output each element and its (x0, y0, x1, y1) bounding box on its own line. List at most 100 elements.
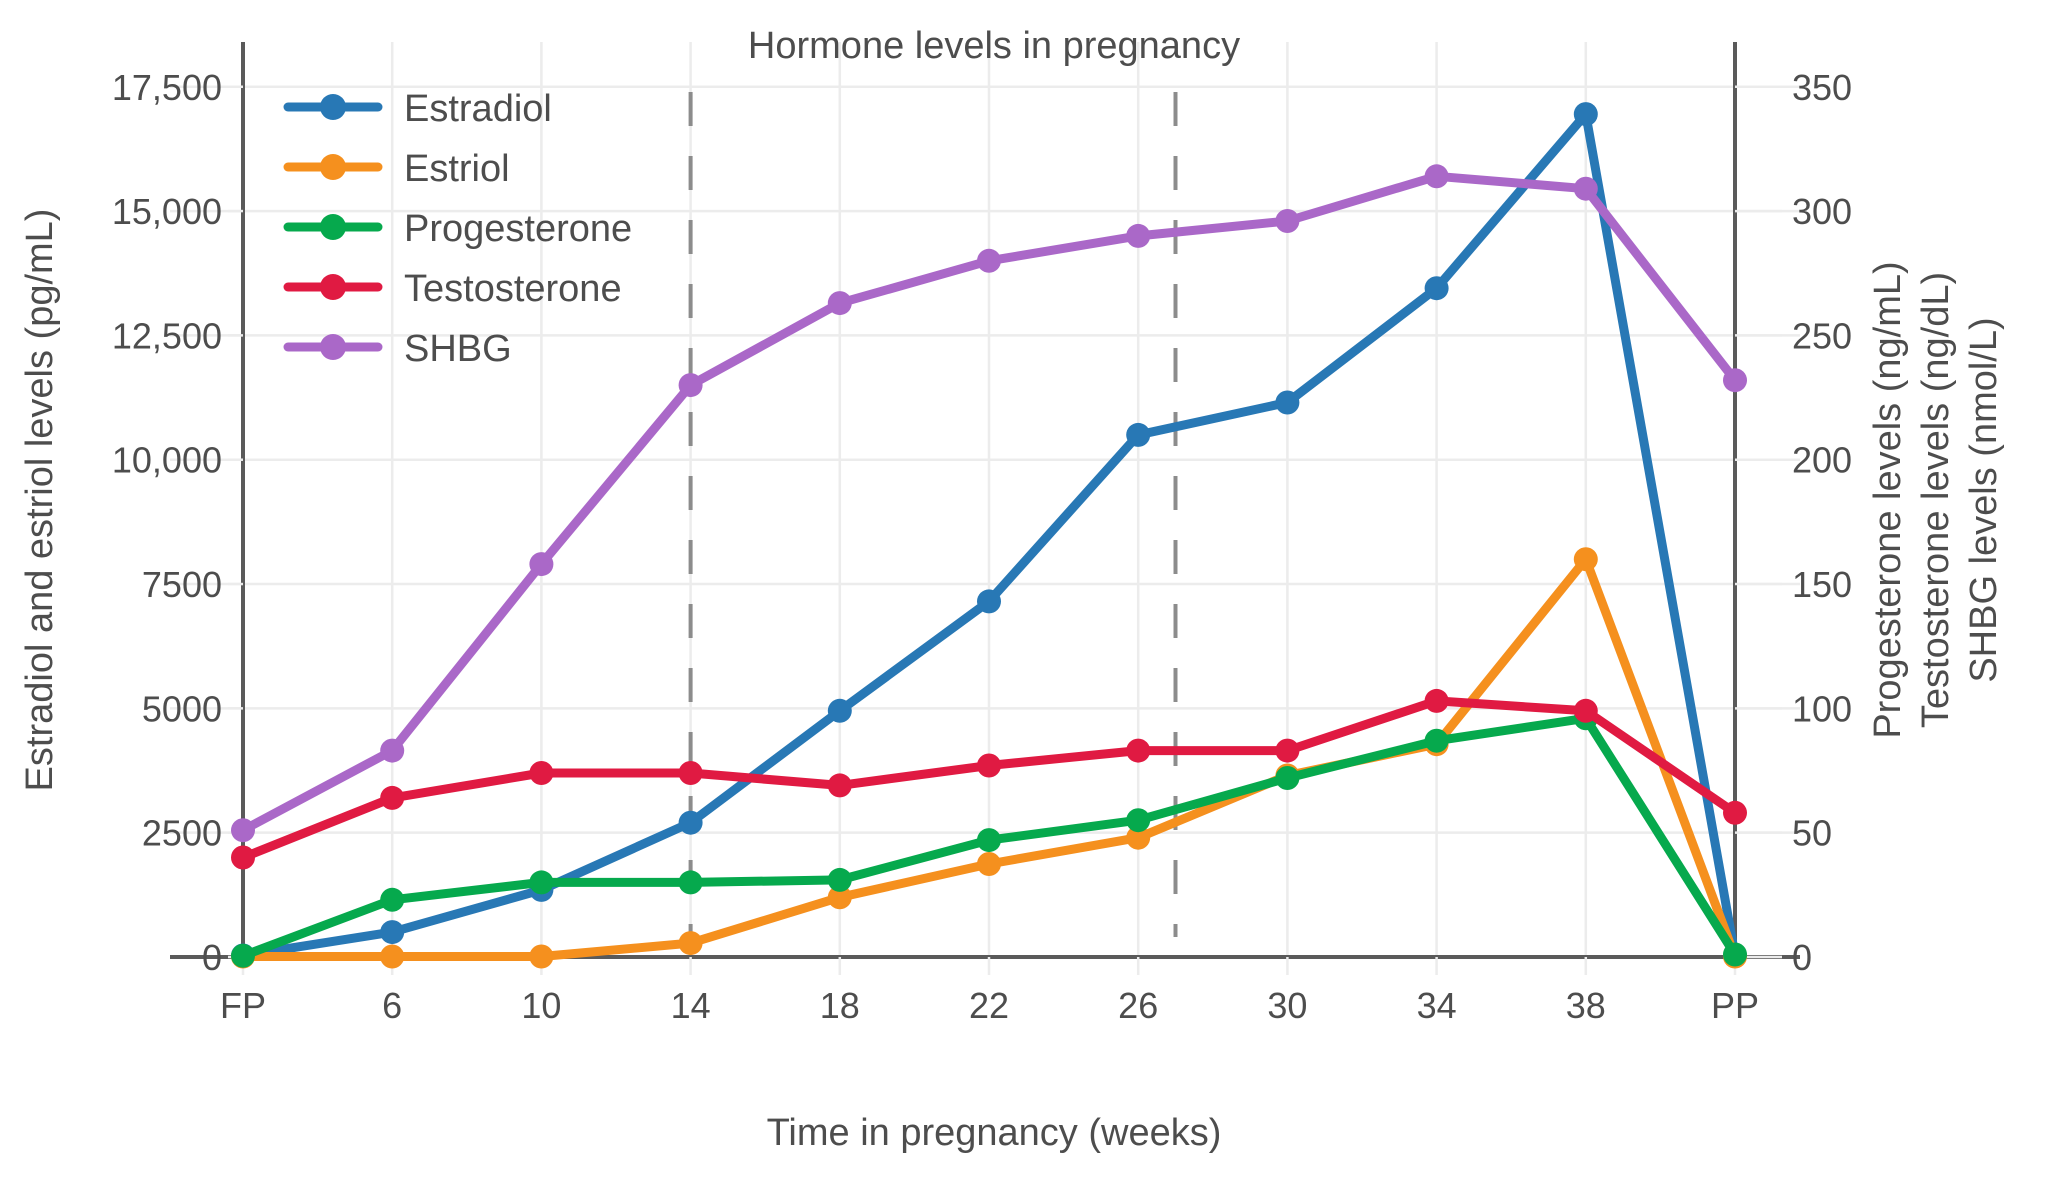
data-point-progesterone-FP[interactable] (231, 943, 255, 968)
data-point-estriol-26[interactable] (1126, 825, 1151, 850)
data-point-progesterone-10[interactable] (529, 870, 554, 895)
data-point-estradiol-6[interactable] (380, 920, 405, 945)
data-point-estriol-38[interactable] (1573, 547, 1598, 572)
data-point-shbg-34[interactable] (1424, 164, 1449, 189)
x-tick-label: 18 (820, 985, 860, 1026)
data-point-testosterone-FP[interactable] (231, 845, 255, 870)
legend-swatch-marker-progesterone (320, 214, 346, 240)
left-tick-label: 10,000 (112, 440, 222, 481)
data-point-progesterone-26[interactable] (1126, 808, 1151, 833)
data-point-testosterone-PP[interactable] (1723, 800, 1747, 825)
legend-item-estradiol[interactable]: Estradiol (283, 88, 552, 130)
data-point-estriol-14[interactable] (678, 931, 703, 956)
left-tick-label: 7500 (142, 564, 222, 605)
legend-label-progesterone: Progesterone (404, 208, 632, 250)
data-point-estradiol-34[interactable] (1424, 276, 1449, 301)
data-point-estradiol-30[interactable] (1275, 390, 1300, 415)
gridlines (170, 85, 1800, 834)
x-tick-label: 38 (1566, 985, 1606, 1026)
data-point-shbg-14[interactable] (678, 373, 703, 398)
x-tick-label: 10 (521, 985, 561, 1026)
data-point-shbg-22[interactable] (977, 248, 1001, 273)
data-point-shbg-PP[interactable] (1723, 368, 1747, 393)
data-point-estradiol-18[interactable] (827, 698, 852, 723)
legend-swatch-marker-estriol (320, 154, 346, 180)
data-point-testosterone-14[interactable] (678, 761, 703, 785)
y-axis-title-right: Progesterone levels (ng/mL) Testosterone … (1867, 261, 2005, 738)
data-point-shbg-30[interactable] (1275, 209, 1300, 233)
data-point-shbg-18[interactable] (827, 291, 852, 316)
legend-swatch-marker-testosterone (320, 274, 346, 300)
data-point-shbg-10[interactable] (529, 552, 554, 577)
legend-item-progesterone[interactable]: Progesterone (283, 208, 632, 250)
data-point-testosterone-38[interactable] (1573, 698, 1598, 723)
series-shbg (231, 164, 1747, 843)
left-tick-label: 12,500 (112, 315, 222, 356)
legend-item-estriol[interactable]: Estriol (283, 148, 510, 190)
x-tick-label: 14 (671, 985, 711, 1026)
data-point-estradiol-14[interactable] (678, 810, 703, 835)
data-point-testosterone-6[interactable] (380, 785, 405, 810)
right-tick-label: 300 (1792, 191, 1852, 232)
data-point-estradiol-22[interactable] (977, 589, 1001, 614)
data-series-group (231, 102, 1747, 969)
data-point-progesterone-PP[interactable] (1723, 942, 1747, 967)
data-point-testosterone-10[interactable] (529, 761, 554, 785)
legend-label-testosterone: Testosterone (404, 268, 622, 310)
right-tick-label: 150 (1792, 564, 1852, 605)
data-point-estriol-18[interactable] (827, 885, 852, 910)
data-point-estradiol-38[interactable] (1573, 102, 1598, 127)
data-point-testosterone-26[interactable] (1126, 738, 1151, 763)
data-point-shbg-26[interactable] (1126, 223, 1151, 248)
x-axis-tick-labels: FP 6 10 14 18 22 26 30 34 38 PP (220, 957, 1759, 1026)
right-tick-label: 0 (1792, 937, 1812, 978)
data-point-progesterone-30[interactable] (1275, 766, 1300, 790)
data-point-progesterone-18[interactable] (827, 867, 852, 892)
x-tick-label: 26 (1118, 985, 1158, 1026)
data-point-progesterone-14[interactable] (678, 870, 703, 895)
data-point-testosterone-30[interactable] (1275, 738, 1300, 763)
chart-legend: Estradiol Estriol Progesterone Testosterone… (283, 88, 632, 370)
data-point-testosterone-22[interactable] (977, 753, 1001, 778)
data-point-estradiol-26[interactable] (1126, 422, 1151, 447)
data-point-estriol-22[interactable] (977, 852, 1001, 876)
right-tick-label: 50 (1792, 813, 1832, 854)
data-point-shbg-FP[interactable] (231, 818, 255, 843)
right-tick-label: 200 (1792, 440, 1852, 481)
left-axis-tick-labels: 0 2500 5000 7500 10,000 12,500 15,000 17,500 (112, 67, 243, 978)
chart-title: Hormone levels in pregnancy (748, 25, 1240, 67)
data-point-estriol-6[interactable] (380, 944, 405, 969)
x-tick-label: FP (220, 985, 266, 1026)
legend-swatch-marker-estradiol (320, 94, 346, 120)
left-tick-label: 2500 (142, 813, 222, 854)
data-point-shbg-38[interactable] (1573, 176, 1598, 201)
right-axis-tick-labels: 0 50 100 150 200 250 300 350 (1735, 67, 1852, 978)
y-axis-title-left: Estradiol and estriol levels (pg/mL) (19, 209, 61, 792)
legend-label-estriol: Estriol (404, 148, 510, 190)
data-point-progesterone-22[interactable] (977, 828, 1001, 853)
x-tick-label: 34 (1417, 985, 1457, 1026)
legend-swatch-marker-shbg (320, 334, 346, 360)
x-axis-title: Time in pregnancy (weeks) (767, 1112, 1222, 1154)
data-point-progesterone-34[interactable] (1424, 728, 1449, 753)
right-tick-label: 250 (1792, 315, 1852, 356)
data-point-progesterone-6[interactable] (380, 887, 405, 912)
x-tick-label: 6 (382, 985, 402, 1026)
data-point-testosterone-18[interactable] (827, 773, 852, 798)
right-tick-label: 350 (1792, 67, 1852, 108)
right-tick-label: 100 (1792, 688, 1852, 729)
legend-item-testosterone[interactable]: Testosterone (283, 268, 622, 310)
series-testosterone (231, 688, 1747, 870)
data-point-shbg-6[interactable] (380, 738, 405, 763)
data-point-estriol-10[interactable] (529, 944, 554, 969)
x-tick-label: 22 (969, 985, 1009, 1026)
left-tick-label: 15,000 (112, 191, 222, 232)
legend-label-shbg: SHBG (404, 328, 512, 370)
legend-item-shbg[interactable]: SHBG (283, 328, 512, 370)
x-tick-label: PP (1711, 985, 1759, 1026)
data-point-testosterone-34[interactable] (1424, 688, 1449, 713)
x-tick-label: 30 (1267, 985, 1307, 1026)
